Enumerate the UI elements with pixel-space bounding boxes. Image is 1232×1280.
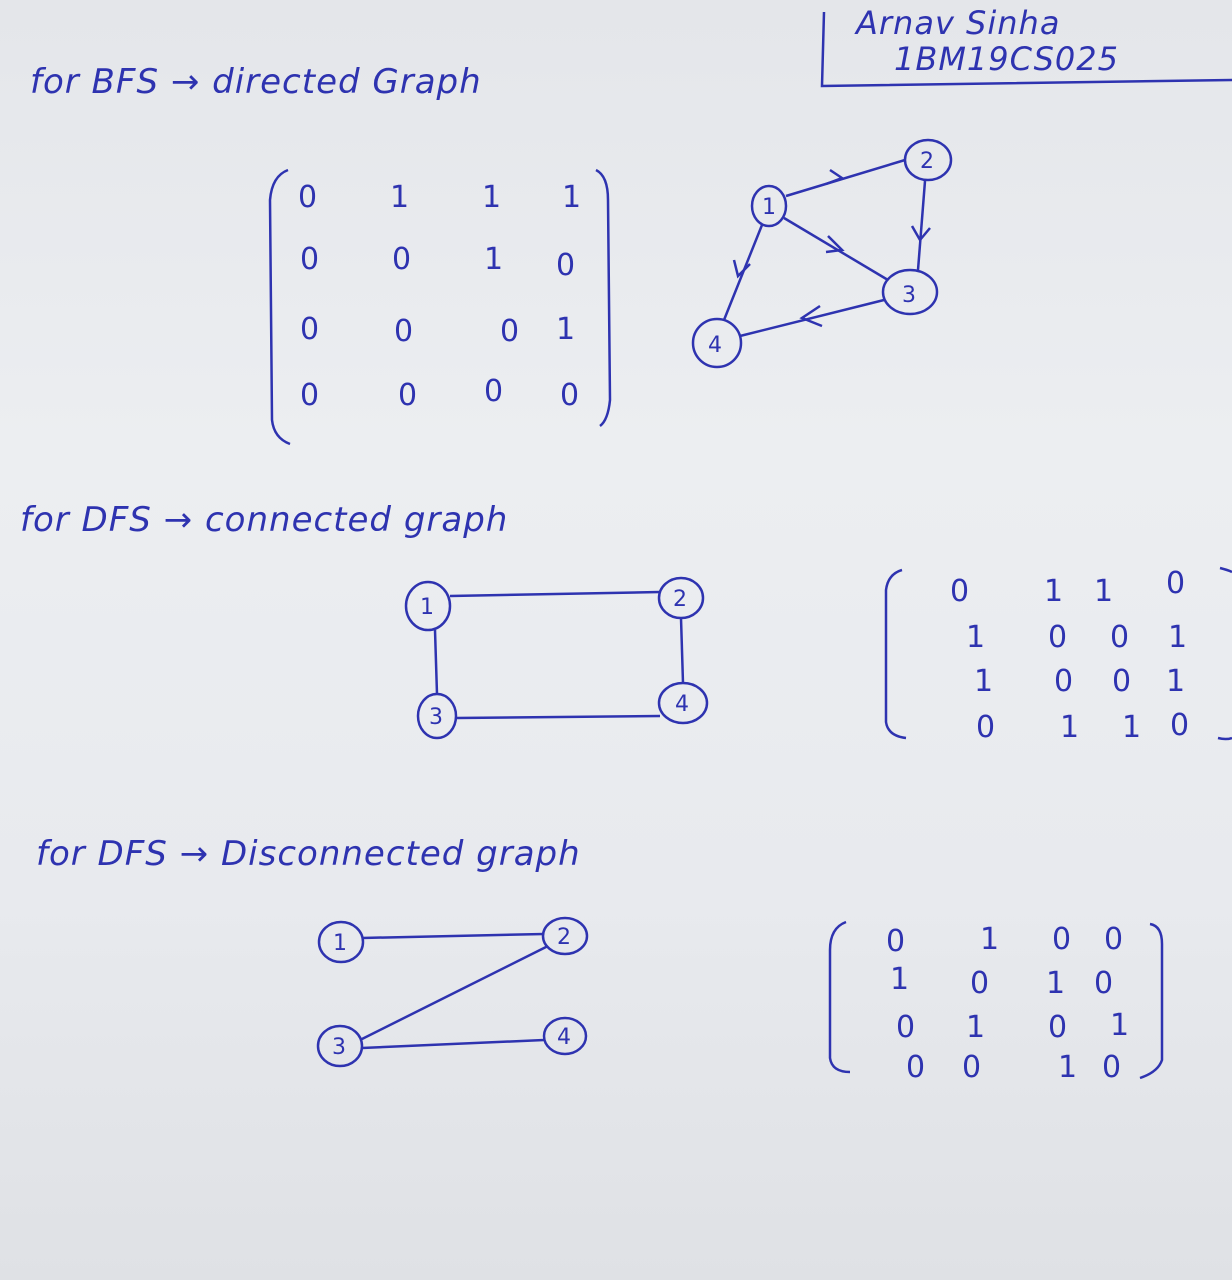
node-label: 1 bbox=[420, 595, 434, 620]
matrix-cell: 0 bbox=[300, 242, 320, 277]
heading-dfs-connected: for DFS → connected graph bbox=[20, 500, 509, 540]
matrix-cell: 1 bbox=[1168, 620, 1188, 655]
graph-edge bbox=[449, 590, 661, 598]
node-label: 3 bbox=[332, 1035, 346, 1060]
node-label: 3 bbox=[902, 283, 916, 308]
node-label: 2 bbox=[920, 149, 934, 174]
node-label: 2 bbox=[557, 925, 571, 950]
matrix-cell: 0 bbox=[484, 374, 504, 409]
connected-graph bbox=[404, 576, 709, 740]
node-label: 1 bbox=[762, 195, 776, 220]
graph-edge bbox=[785, 158, 906, 198]
matrix-cell: 1 bbox=[1110, 1008, 1130, 1043]
directed-graph bbox=[691, 138, 953, 369]
matrix-cell: 1 bbox=[484, 242, 504, 277]
node-label: 3 bbox=[429, 705, 443, 730]
matrix-cell: 0 bbox=[1110, 620, 1130, 655]
matrix-cell: 0 bbox=[300, 378, 320, 413]
matrix-cell: 1 bbox=[556, 312, 576, 347]
graph-edge bbox=[739, 298, 885, 338]
graph-edge bbox=[455, 714, 661, 720]
graph-edge bbox=[359, 944, 549, 1042]
matrix-cell: 0 bbox=[300, 312, 320, 347]
matrix-cell: 1 bbox=[1060, 710, 1080, 745]
heading-bfs-directed: for BFS → directed Graph bbox=[30, 62, 482, 102]
matrix-cell: 1 bbox=[966, 1010, 986, 1045]
matrix-cell: 1 bbox=[1046, 966, 1066, 1001]
graph-node bbox=[541, 916, 589, 956]
graph-node bbox=[881, 268, 939, 316]
matrix-cell: 0 bbox=[1052, 922, 1072, 957]
matrix-dfs-connected-brackets bbox=[884, 566, 1232, 741]
signature-box bbox=[820, 11, 1232, 88]
matrix-cell: 0 bbox=[962, 1050, 982, 1085]
graph-edge bbox=[361, 932, 545, 940]
graph-node bbox=[750, 184, 788, 228]
matrix-cell: 0 bbox=[556, 248, 576, 283]
node-label: 4 bbox=[708, 333, 722, 358]
disconnected-graph bbox=[316, 916, 589, 1068]
matrix-cell: 0 bbox=[906, 1050, 926, 1085]
matrix-cell: 0 bbox=[560, 378, 580, 413]
matrix-cell: 0 bbox=[976, 710, 996, 745]
matrix-dfs-disconnected-brackets bbox=[828, 920, 1164, 1080]
node-label: 2 bbox=[673, 587, 687, 612]
matrix-cell: 0 bbox=[1166, 566, 1186, 601]
graph-node bbox=[542, 1016, 588, 1056]
matrix-cell: 0 bbox=[1102, 1050, 1122, 1085]
matrix-cell: 0 bbox=[950, 574, 970, 609]
node-label: 4 bbox=[557, 1025, 571, 1050]
matrix-cell: 0 bbox=[500, 314, 520, 349]
matrix-cell: 1 bbox=[390, 180, 410, 215]
matrix-cell: 0 bbox=[1094, 966, 1114, 1001]
matrix-cell: 0 bbox=[298, 180, 318, 215]
matrix-cell: 1 bbox=[1044, 574, 1064, 609]
author-id: 1BM19CS025 bbox=[894, 40, 1119, 78]
matrix-cell: 0 bbox=[1112, 664, 1132, 699]
matrix-cell: 0 bbox=[896, 1010, 916, 1045]
matrix-cell: 1 bbox=[1166, 664, 1186, 699]
matrix-cell: 0 bbox=[1104, 922, 1124, 957]
matrix-cell: 1 bbox=[966, 620, 986, 655]
matrix-cell: 0 bbox=[1170, 708, 1190, 743]
matrix-cell: 0 bbox=[1054, 664, 1074, 699]
graph-node bbox=[404, 580, 452, 632]
graph-edge bbox=[916, 180, 927, 271]
graph-node bbox=[691, 317, 743, 369]
matrix-cell: 0 bbox=[392, 242, 412, 277]
author-name: Arnav Sinha bbox=[856, 4, 1061, 42]
matrix-cell: 0 bbox=[394, 314, 414, 349]
matrix-cell: 1 bbox=[980, 922, 1000, 957]
node-label: 4 bbox=[675, 692, 689, 717]
node-label: 1 bbox=[333, 931, 347, 956]
matrix-cell: 0 bbox=[970, 966, 990, 1001]
matrix-cell: 0 bbox=[1048, 620, 1068, 655]
graph-edge bbox=[361, 1038, 545, 1050]
matrix-cell: 1 bbox=[890, 962, 910, 997]
matrix-cell: 1 bbox=[482, 180, 502, 215]
matrix-cell: 1 bbox=[562, 180, 582, 215]
graph-node bbox=[317, 920, 365, 964]
matrix-cell: 1 bbox=[1094, 574, 1114, 609]
matrix-bfs-brackets bbox=[268, 168, 612, 446]
heading-dfs-disconnected: for DFS → Disconnected graph bbox=[36, 834, 581, 874]
graph-edge bbox=[783, 216, 889, 282]
matrix-cell: 1 bbox=[974, 664, 994, 699]
graph-edge bbox=[433, 629, 439, 695]
matrix-cell: 0 bbox=[1048, 1010, 1068, 1045]
matrix-cell: 1 bbox=[1058, 1050, 1078, 1085]
matrix-cell: 0 bbox=[886, 924, 906, 959]
matrix-cell: 1 bbox=[1122, 710, 1142, 745]
graph-edge bbox=[679, 617, 685, 684]
graph-node bbox=[316, 1024, 364, 1068]
matrix-cell: 0 bbox=[398, 378, 418, 413]
